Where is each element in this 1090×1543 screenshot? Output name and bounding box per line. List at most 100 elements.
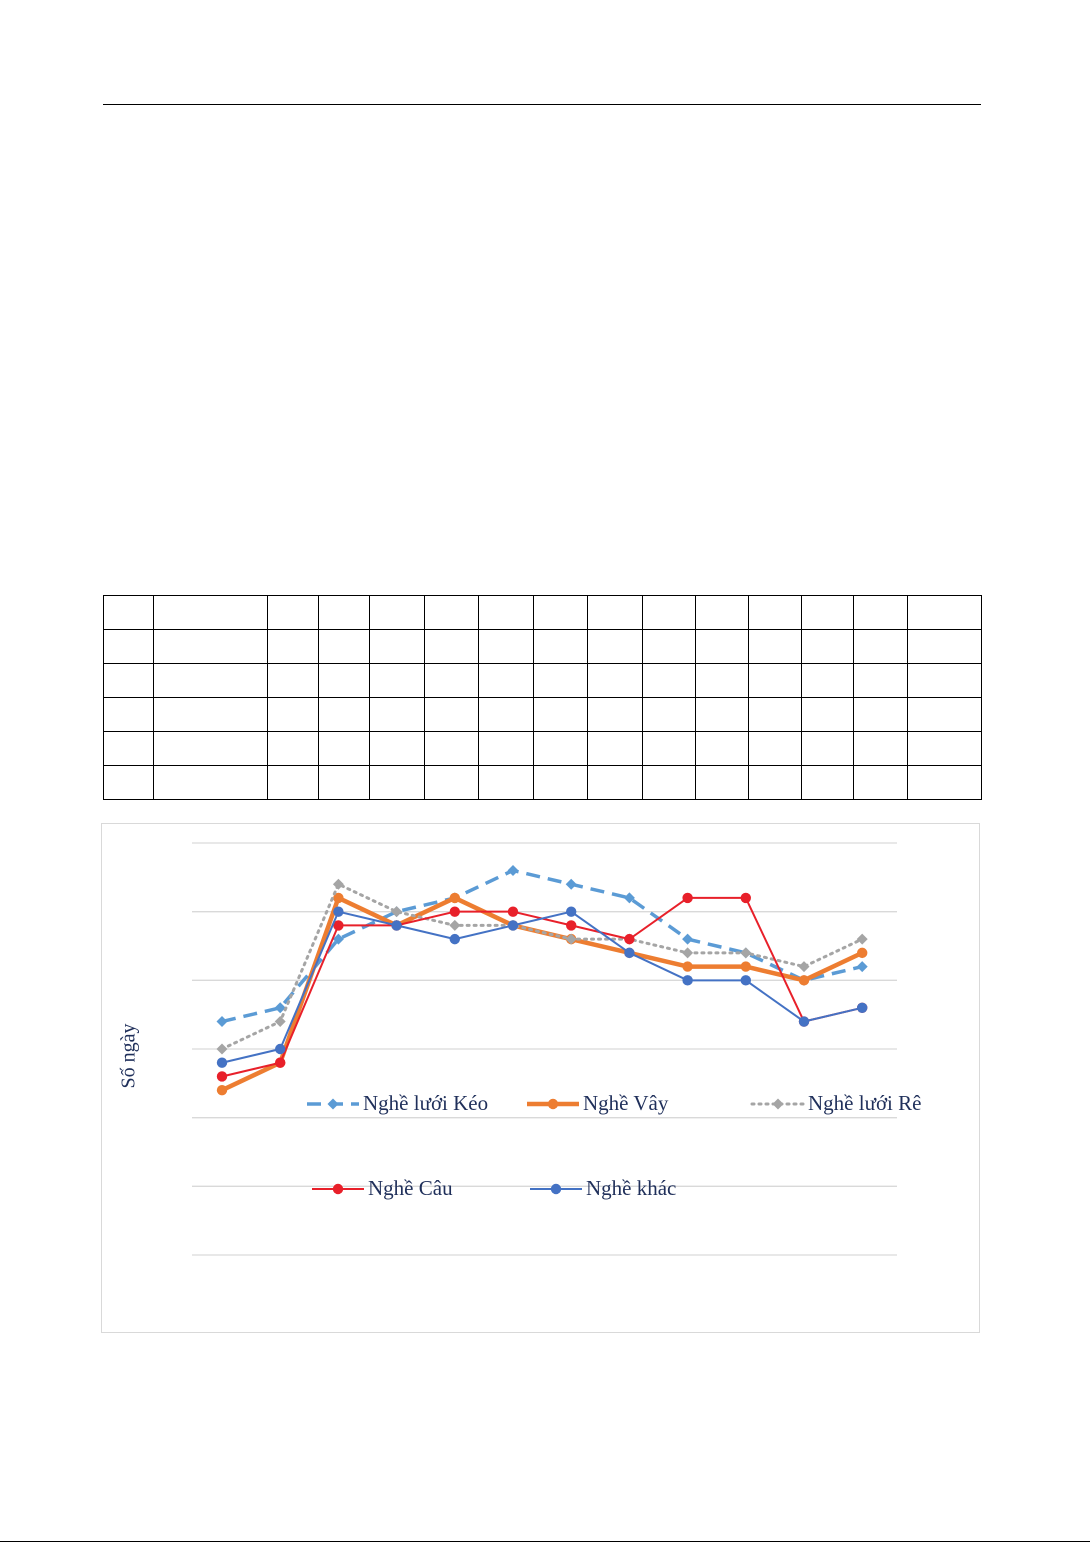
series-line xyxy=(220,882,864,1051)
table-cell xyxy=(153,731,268,766)
data-point xyxy=(682,947,694,959)
legend-item: Nghề khác xyxy=(528,1176,676,1201)
table-cell xyxy=(318,595,370,630)
data-point xyxy=(566,920,577,931)
table-cell xyxy=(801,765,854,800)
series-5 xyxy=(216,906,868,1068)
table-cell xyxy=(907,731,982,766)
table-cell xyxy=(533,731,588,766)
data-point xyxy=(333,892,344,904)
chart-frame xyxy=(101,823,980,1333)
table-cell xyxy=(587,595,643,630)
table-cell xyxy=(153,595,268,630)
data-point xyxy=(565,878,577,890)
data-point xyxy=(798,1016,810,1027)
data-table-empty xyxy=(103,595,982,800)
data-point xyxy=(507,906,519,917)
table-cell xyxy=(801,629,854,664)
table-row xyxy=(103,663,982,698)
legend-label: Nghề khác xyxy=(586,1176,677,1200)
table-cell xyxy=(478,697,534,732)
table-row xyxy=(103,595,982,630)
legend-swatch xyxy=(530,1183,582,1194)
table-cell xyxy=(853,765,908,800)
table-cell xyxy=(748,629,802,664)
table-cell xyxy=(533,765,588,800)
table-cell xyxy=(424,663,479,698)
table-cell xyxy=(369,629,425,664)
table-cell xyxy=(103,697,154,732)
table-cell xyxy=(424,731,479,766)
data-point xyxy=(682,975,693,986)
table-cell xyxy=(853,629,908,664)
data-point xyxy=(332,878,344,890)
table-cell xyxy=(267,663,319,698)
data-point xyxy=(682,892,693,904)
table-cell xyxy=(153,629,268,664)
data-point xyxy=(566,906,577,917)
series-line xyxy=(221,868,863,1024)
data-point xyxy=(216,1016,228,1028)
table-cell xyxy=(153,765,268,800)
table-cell xyxy=(424,629,479,664)
table-cell xyxy=(318,765,370,800)
legend-label: Nghề lưới Rê xyxy=(808,1091,922,1115)
table-cell xyxy=(267,629,319,664)
data-point xyxy=(333,906,344,917)
data-point xyxy=(856,961,868,973)
data-point xyxy=(740,961,751,972)
table-cell xyxy=(642,595,696,630)
table-cell xyxy=(478,765,534,800)
legend-label: Nghề lưới Kéo xyxy=(363,1091,489,1115)
table-cell xyxy=(748,595,802,630)
table-cell xyxy=(642,765,696,800)
table-cell xyxy=(907,697,982,732)
table-cell xyxy=(153,663,268,698)
series-line xyxy=(221,896,863,1078)
legend-item: Nghề Câu xyxy=(310,1176,453,1201)
table-cell xyxy=(424,765,479,800)
table-cell xyxy=(533,629,588,664)
table-row xyxy=(103,629,982,664)
table-cell xyxy=(318,731,370,766)
table-cell xyxy=(801,731,854,766)
data-point xyxy=(682,933,694,945)
table-cell xyxy=(267,765,319,800)
table-cell xyxy=(801,595,854,630)
data-point xyxy=(449,906,460,917)
table-cell xyxy=(103,595,154,630)
table-cell xyxy=(853,697,908,732)
data-point xyxy=(274,1016,286,1028)
table-cell xyxy=(907,595,982,630)
data-point xyxy=(623,892,635,904)
table-cell xyxy=(642,663,696,698)
data-point xyxy=(624,933,635,945)
data-point xyxy=(798,975,810,986)
table-row xyxy=(103,697,982,732)
table-cell xyxy=(801,663,854,698)
table-cell xyxy=(369,595,425,630)
table-cell xyxy=(267,731,319,766)
series-4 xyxy=(216,892,868,1082)
table-cell xyxy=(907,629,982,664)
table-cell xyxy=(103,629,154,664)
table-cell xyxy=(478,595,534,630)
table-cell xyxy=(748,731,802,766)
table-cell xyxy=(853,595,908,630)
series-line xyxy=(221,910,863,1064)
table-cell xyxy=(267,697,319,732)
table-cell xyxy=(695,697,749,732)
table-cell xyxy=(318,663,370,698)
table-cell xyxy=(587,697,643,732)
table-cell xyxy=(801,697,854,732)
data-point xyxy=(449,919,461,931)
table-cell xyxy=(587,629,643,664)
table-cell xyxy=(478,731,534,766)
table-cell xyxy=(369,663,425,698)
table-cell xyxy=(587,765,643,800)
data-point xyxy=(740,975,751,986)
legend-swatch xyxy=(312,1183,364,1194)
table-cell xyxy=(587,663,643,698)
data-point xyxy=(682,961,693,972)
data-point xyxy=(507,920,519,931)
